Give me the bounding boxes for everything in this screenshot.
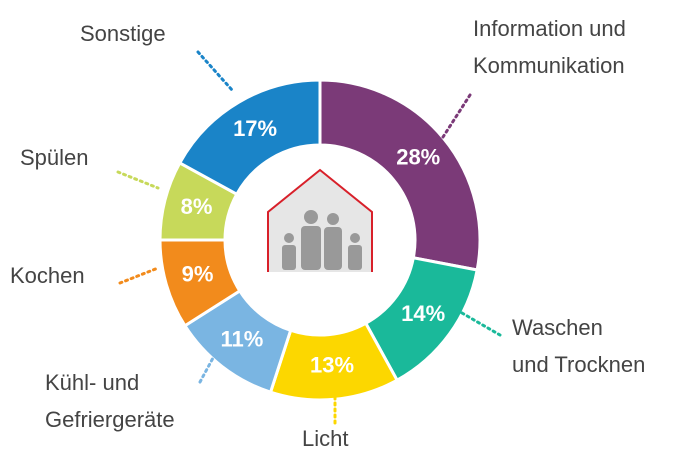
value-label: 9%	[182, 261, 214, 286]
value-label: 11%	[220, 327, 263, 352]
category-label: Sonstige	[80, 21, 166, 46]
leader-line	[196, 50, 234, 92]
leader-line	[116, 170, 160, 190]
category-label: Kochen	[10, 263, 85, 288]
category-label: Kühl- und Gefriergeräte	[45, 370, 175, 432]
category-label: Information und Kommunikation	[473, 16, 626, 78]
category-label: Licht	[302, 426, 349, 451]
value-label: 13%	[310, 353, 354, 378]
value-label: 8%	[181, 194, 213, 219]
category-label: Waschen und Trocknen	[512, 315, 646, 377]
leader-line	[118, 266, 160, 285]
value-label: 17%	[233, 116, 277, 141]
leader-line	[198, 343, 222, 384]
slice	[318, 78, 482, 272]
leader-line	[460, 311, 502, 337]
value-label: 28%	[396, 145, 440, 170]
leader-line	[441, 93, 472, 139]
value-label: 14%	[401, 301, 445, 326]
slice	[177, 78, 322, 197]
category-label: Spülen	[20, 145, 89, 170]
house-icon	[267, 168, 373, 272]
